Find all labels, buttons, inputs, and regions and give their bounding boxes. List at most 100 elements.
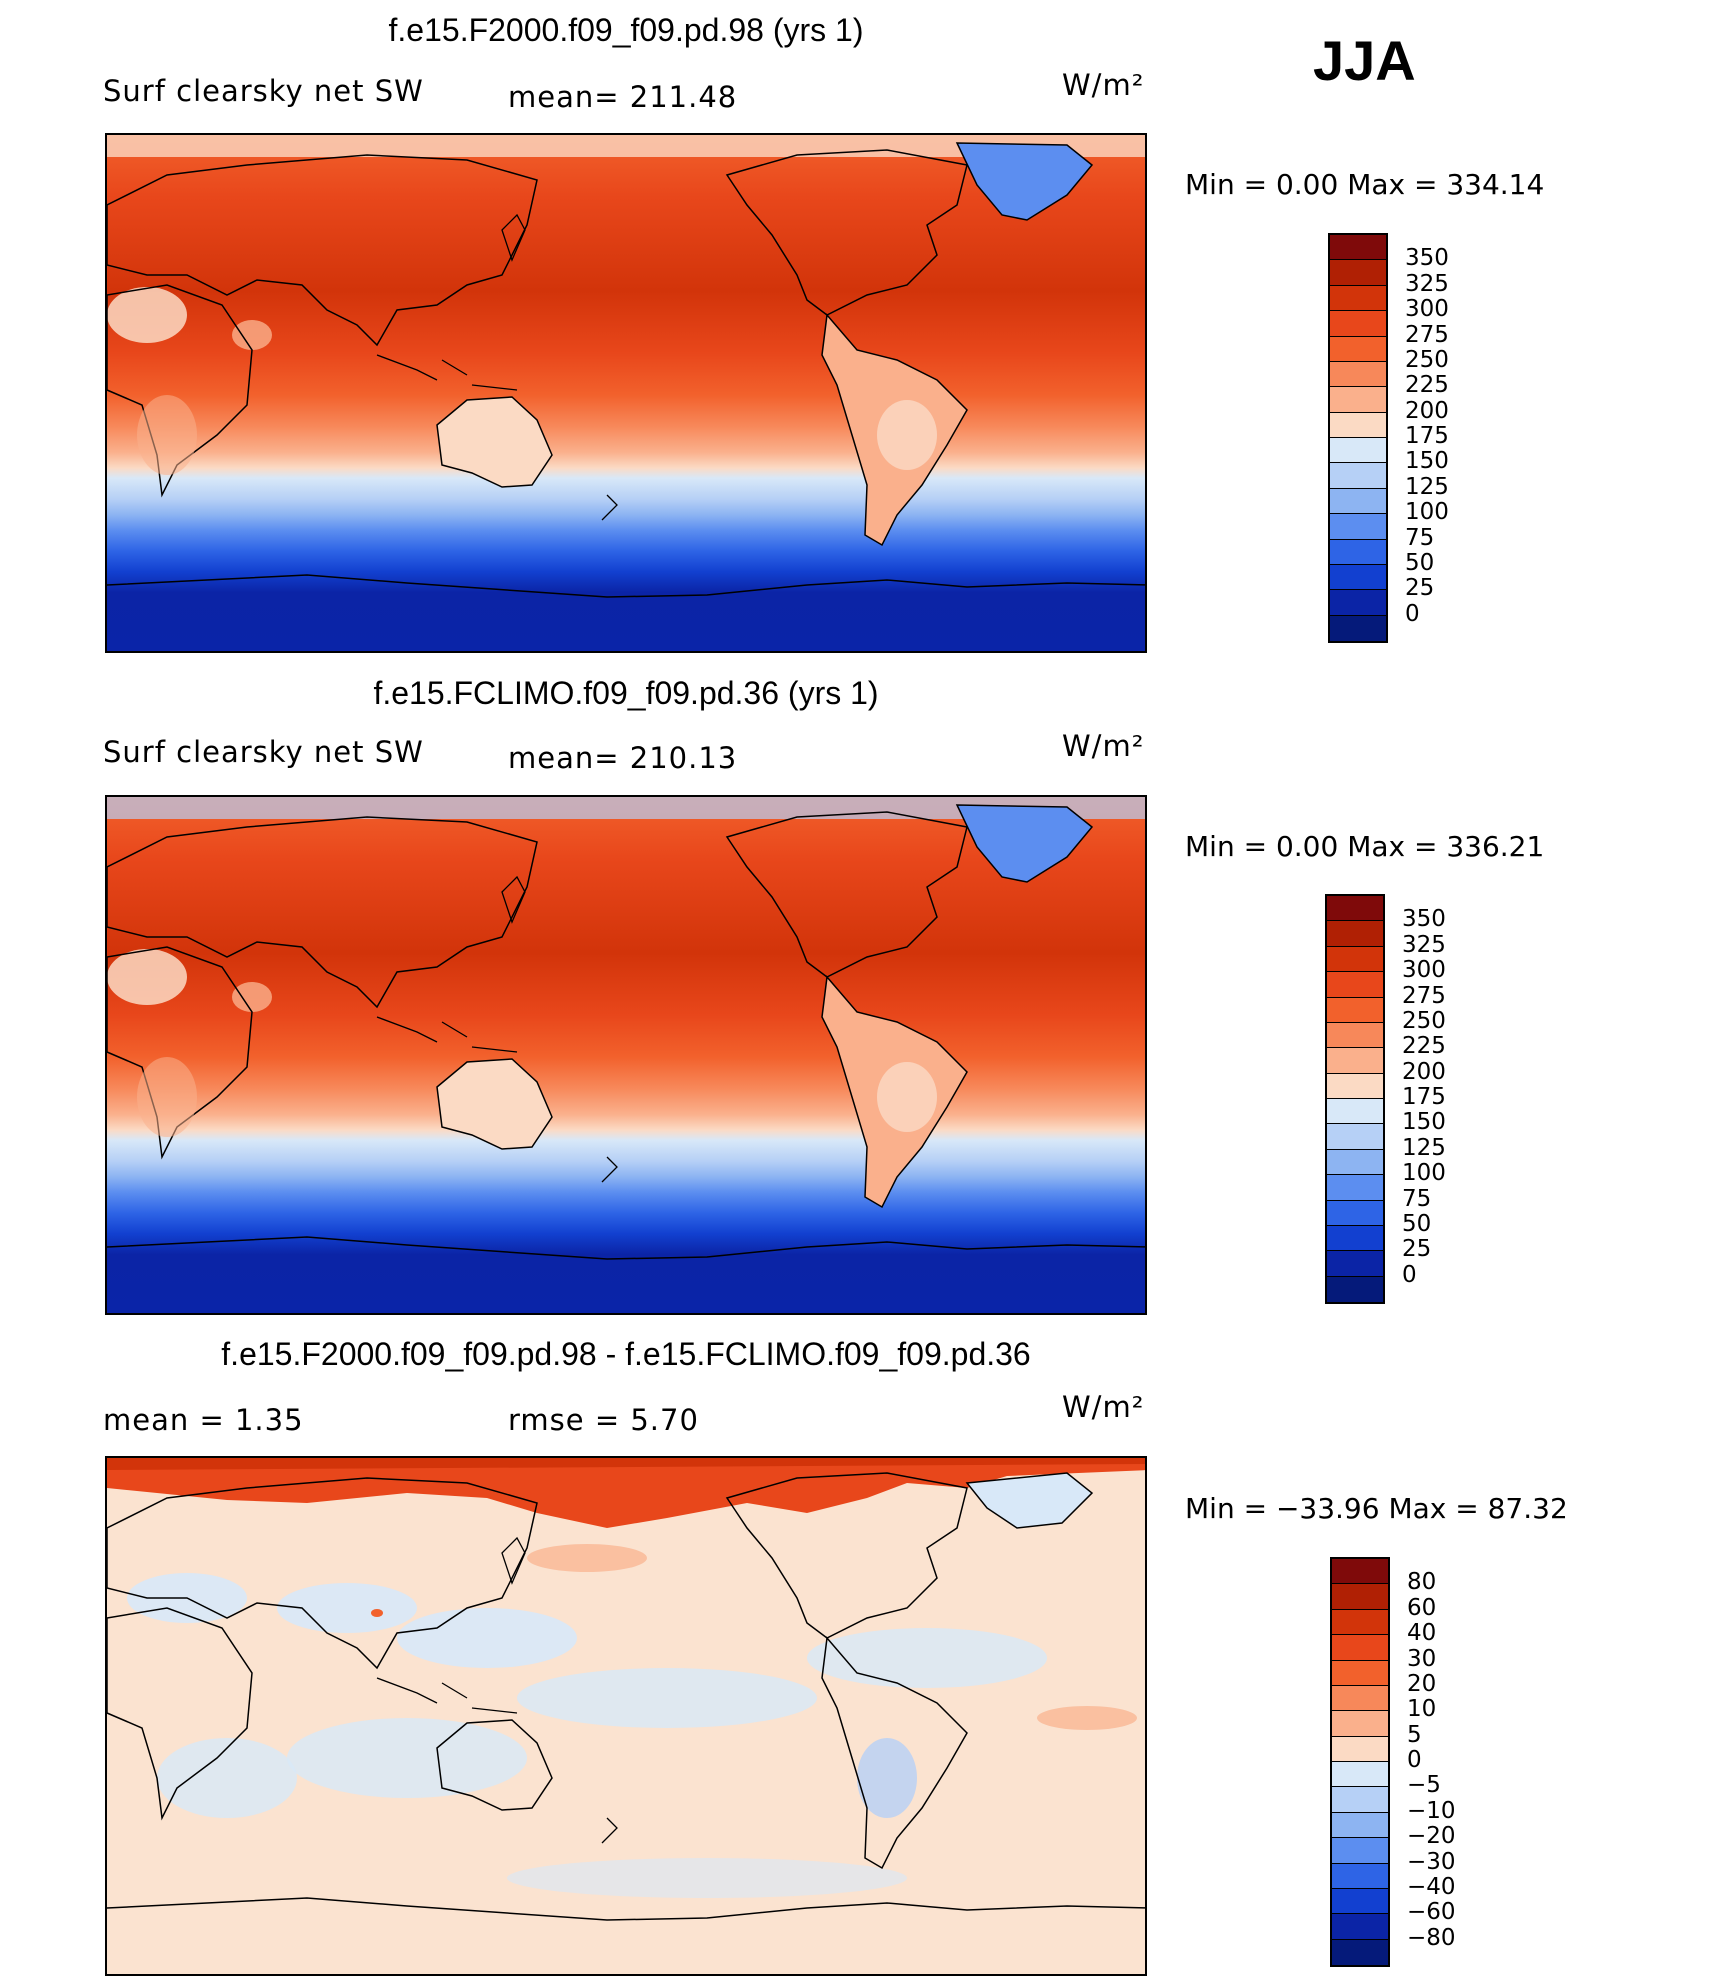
- colorbar-segment: [1327, 896, 1383, 922]
- colorbar-segment: [1330, 260, 1386, 286]
- colorbar-tick-label: 250: [1405, 346, 1449, 373]
- panel-1-map-plot: [107, 135, 1145, 651]
- panel-2-colorbar-ticks: 350 325 300 275 250 225 200 175 150 125 100 75 50 25 0: [1402, 894, 1482, 1304]
- panel-3-colorbar: [1330, 1557, 1390, 1967]
- panel-2-map: [105, 795, 1147, 1315]
- colorbar-tick-label: 350: [1402, 906, 1446, 933]
- colorbar-tick-label: 200: [1402, 1058, 1446, 1085]
- colorbar-segment: [1327, 1099, 1383, 1125]
- panel-3-mean-label: mean = 1.35: [103, 1403, 304, 1437]
- panel-2-units-label: W/m²: [1062, 729, 1145, 763]
- colorbar-segment: [1330, 311, 1386, 337]
- colorbar-segment: [1327, 997, 1383, 1023]
- panel-2-colorbar: [1325, 894, 1385, 1304]
- colorbar-segment: [1332, 1685, 1388, 1712]
- colorbar-tick-label: −20: [1407, 1823, 1456, 1850]
- panel-3-colorbar-ticks: 80 60 40 30 20 10 5 0 −5 −10 −20 −30 −40 −60 −80: [1407, 1557, 1487, 1967]
- colorbar-segment: [1332, 1812, 1388, 1839]
- panel-1-colorbar-ticks: 350 325 300 275 250 225 200 175 150 125 100 75 50 25 0: [1405, 233, 1485, 643]
- colorbar-segment: [1327, 1124, 1383, 1150]
- colorbar-segment: [1332, 1711, 1388, 1737]
- colorbar-tick-label: 300: [1405, 296, 1449, 323]
- colorbar-tick-label: 350: [1405, 245, 1449, 272]
- colorbar-tick-label: 300: [1402, 957, 1446, 984]
- panel-3-units-label: W/m²: [1062, 1390, 1145, 1424]
- colorbar-tick-label: 125: [1402, 1134, 1446, 1161]
- colorbar-segment: [1330, 336, 1386, 362]
- panel-2-minmax: Min = 0.00 Max = 336.21: [1185, 830, 1545, 863]
- colorbar-segment: [1332, 1914, 1388, 1940]
- colorbar-tick-label: 225: [1405, 372, 1449, 399]
- colorbar-segment: [1327, 1251, 1383, 1277]
- panel-3-map: [105, 1456, 1147, 1976]
- colorbar-tick-label: 25: [1402, 1236, 1432, 1263]
- colorbar-segment: [1330, 235, 1386, 261]
- panel-1-minmax: Min = 0.00 Max = 334.14: [1185, 168, 1545, 201]
- colorbar-segment: [1332, 1888, 1388, 1915]
- panel-1-colorbar: [1328, 233, 1388, 643]
- colorbar-segment: [1332, 1762, 1388, 1788]
- colorbar-tick-label: 0: [1407, 1747, 1422, 1773]
- colorbar-tick-label: 325: [1405, 270, 1449, 297]
- colorbar-segment: [1327, 1022, 1383, 1049]
- colorbar-tick-label: −30: [1407, 1848, 1456, 1875]
- colorbar-tick-label: 20: [1407, 1670, 1437, 1697]
- colorbar-segment: [1327, 1073, 1383, 1099]
- colorbar-tick-label: 75: [1405, 524, 1435, 551]
- colorbar-tick-label: 100: [1405, 499, 1449, 526]
- colorbar-segment: [1332, 1584, 1388, 1610]
- colorbar-segment: [1332, 1559, 1388, 1585]
- colorbar-segment: [1330, 412, 1386, 438]
- colorbar-tick-label: 200: [1405, 397, 1449, 424]
- colorbar-tick-label: 5: [1407, 1721, 1422, 1748]
- colorbar-tick-label: 0: [1402, 1261, 1417, 1288]
- colorbar-segment: [1332, 1635, 1388, 1661]
- panel-2-mean-label: mean= 210.13: [508, 741, 738, 775]
- panel-1-units-label: W/m²: [1062, 68, 1145, 102]
- colorbar-segment: [1332, 1787, 1388, 1813]
- colorbar-tick-label: 50: [1405, 549, 1435, 576]
- colorbar-segment: [1330, 285, 1386, 312]
- colorbar-tick-label: 175: [1405, 423, 1449, 449]
- panel-1-map: [105, 133, 1147, 653]
- panel-2-title: f.e15.FCLIMO.f09_f09.pd.36 (yrs 1): [373, 675, 879, 711]
- colorbar-tick-label: 150: [1402, 1109, 1446, 1136]
- colorbar-segment: [1327, 1225, 1383, 1252]
- season-label: JJA: [1313, 29, 1416, 92]
- colorbar-segment: [1330, 615, 1386, 641]
- colorbar-segment: [1327, 921, 1383, 947]
- colorbar-segment: [1327, 1149, 1383, 1176]
- colorbar-tick-label: 275: [1402, 982, 1446, 1009]
- colorbar-segment: [1332, 1736, 1388, 1762]
- colorbar-tick-label: −10: [1407, 1797, 1456, 1824]
- colorbar-tick-label: −60: [1407, 1899, 1456, 1926]
- colorbar-segment: [1327, 972, 1383, 998]
- panel-3-title: f.e15.F2000.f09_f09.pd.98 - f.e15.FCLIMO…: [221, 1336, 1031, 1372]
- colorbar-segment: [1332, 1939, 1388, 1965]
- panel-1-mean-label: mean= 211.48: [508, 80, 738, 114]
- colorbar-segment: [1330, 387, 1386, 413]
- colorbar-segment: [1330, 463, 1386, 489]
- colorbar-tick-label: 175: [1402, 1084, 1446, 1110]
- colorbar-tick-label: 60: [1407, 1594, 1437, 1621]
- colorbar-segment: [1332, 1863, 1388, 1889]
- colorbar-segment: [1327, 946, 1383, 973]
- colorbar-tick-label: 250: [1402, 1007, 1446, 1034]
- colorbar-segment: [1332, 1609, 1388, 1636]
- colorbar-segment: [1330, 514, 1386, 540]
- panel-3-minmax: Min = −33.96 Max = 87.32: [1185, 1492, 1568, 1525]
- colorbar-tick-label: 10: [1407, 1696, 1437, 1723]
- colorbar-segment: [1330, 438, 1386, 464]
- colorbar-segment: [1327, 1276, 1383, 1302]
- colorbar-tick-label: 325: [1402, 931, 1446, 958]
- colorbar-segment: [1330, 488, 1386, 515]
- colorbar-segment: [1332, 1838, 1388, 1864]
- colorbar-segment: [1330, 590, 1386, 616]
- colorbar-segment: [1332, 1660, 1388, 1686]
- colorbar-tick-label: −40: [1407, 1873, 1456, 1900]
- colorbar-tick-label: 225: [1402, 1033, 1446, 1060]
- colorbar-tick-label: 125: [1405, 473, 1449, 500]
- panel-3-rmse-label: rmse = 5.70: [508, 1403, 699, 1437]
- colorbar-tick-label: 150: [1405, 448, 1449, 475]
- panel-1-title: f.e15.F2000.f09_f09.pd.98 (yrs 1): [388, 12, 864, 48]
